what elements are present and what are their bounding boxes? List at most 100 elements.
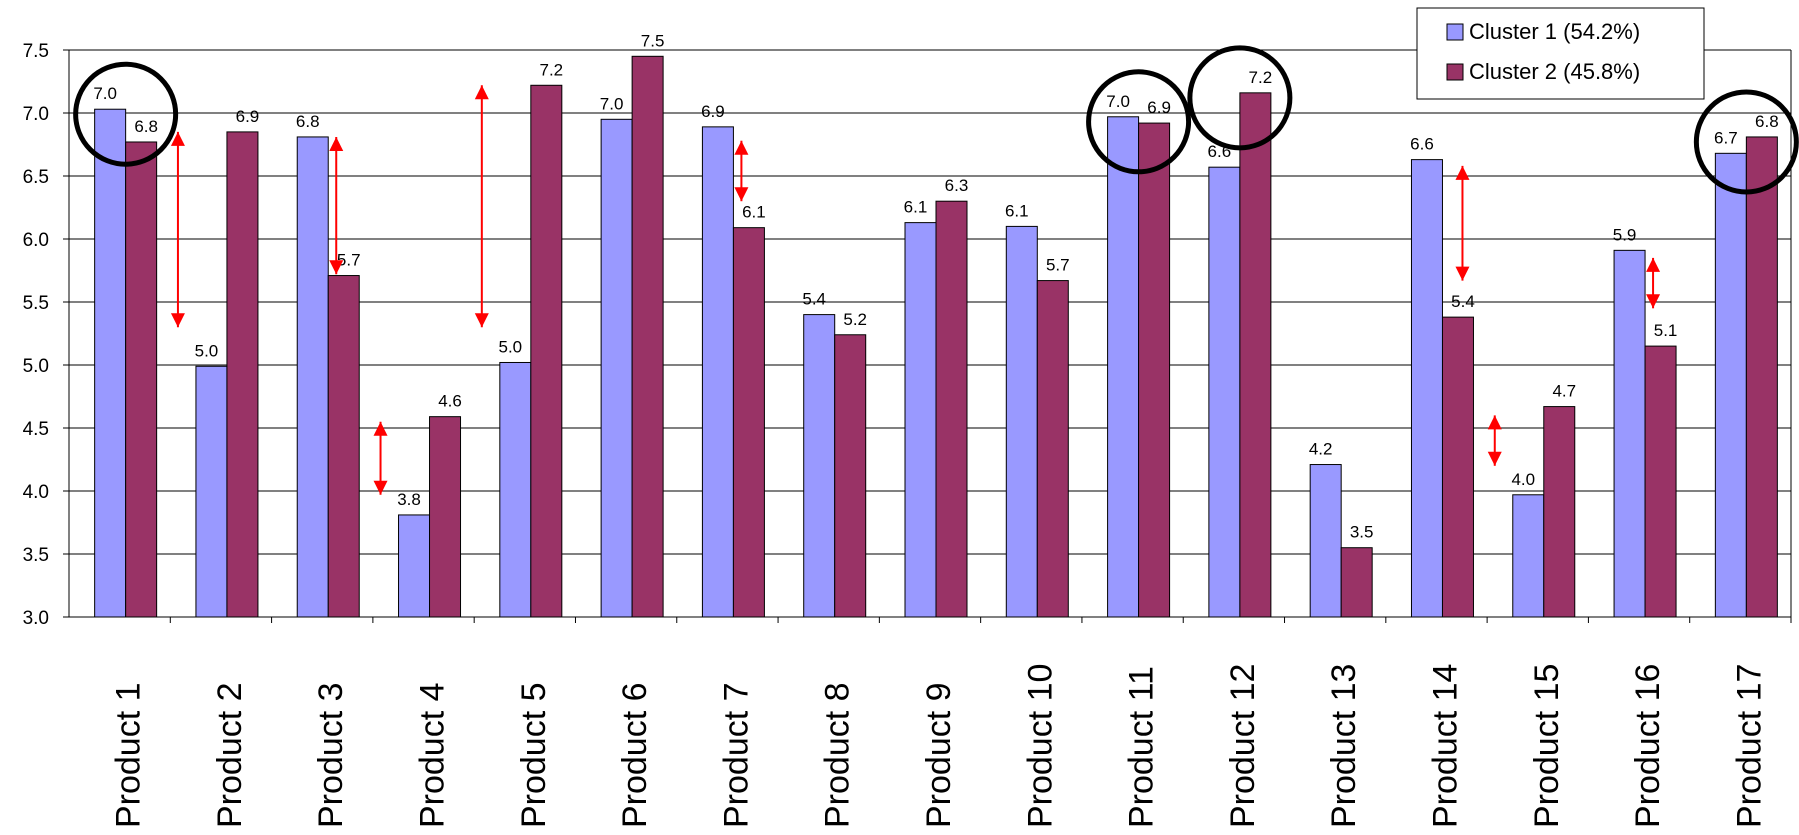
arrow-head-up (734, 140, 749, 155)
bar-cluster-2 (429, 416, 462, 618)
data-label: 5.4 (1451, 292, 1475, 311)
bar-cluster-2 (125, 141, 158, 618)
data-label: 4.7 (1552, 382, 1576, 401)
x-category-label: Product 6 (616, 682, 654, 828)
x-category-label: Product 3 (312, 682, 350, 828)
x-category-label: Product 1 (110, 682, 148, 828)
bar-cluster-2 (530, 84, 563, 618)
x-category-label: Product 10 (1021, 664, 1059, 828)
arrow-head-down (373, 480, 388, 495)
x-category-label: Product 9 (920, 682, 958, 828)
bar-cluster-2 (732, 227, 765, 618)
data-label: 6.8 (134, 117, 158, 136)
legend: Cluster 1 (54.2%) Cluster 2 (45.8%) (1416, 7, 1705, 100)
data-label: 4.0 (1511, 470, 1535, 489)
data-label: 7.2 (1249, 68, 1273, 87)
y-axis: 3.0 3.5 4.0 4.5 5.0 5.5 6.0 6.5 7.0 7.5 (23, 41, 1792, 629)
x-category-label: Product 14 (1426, 664, 1464, 828)
data-label: 7.0 (93, 84, 117, 103)
data-label: 5.0 (195, 341, 219, 360)
x-category-label: Product 8 (819, 682, 857, 828)
data-label: 3.5 (1350, 523, 1374, 542)
bar-cluster-1 (1613, 249, 1646, 618)
legend-entry: Cluster 1 (54.2%) (1469, 19, 1640, 44)
data-label: 6.9 (236, 107, 260, 126)
data-label: 6.3 (945, 176, 969, 195)
bar-cluster-2 (327, 275, 360, 618)
data-label: 6.8 (1755, 112, 1779, 131)
x-category-label: Product 15 (1528, 664, 1566, 828)
data-label: 7.5 (641, 31, 665, 50)
data-label: 6.9 (701, 102, 725, 121)
bar-cluster-1 (1714, 152, 1747, 618)
bar-cluster-1 (1309, 464, 1342, 618)
y-tick-label: 7.0 (23, 104, 49, 125)
legend-swatch (1446, 23, 1464, 41)
bar-cluster-2 (935, 200, 968, 618)
y-tick-label: 7.5 (23, 41, 49, 62)
arrow-head-down (1646, 294, 1661, 309)
data-label: 5.4 (802, 290, 826, 309)
data-label: 5.7 (337, 251, 361, 270)
arrow-head-up (329, 136, 344, 151)
bar-cluster-1 (1208, 166, 1241, 618)
x-axis: Product 1 Product 2 Product 3 Product 4 Prod… (69, 616, 1792, 828)
legend-box (1416, 7, 1705, 100)
data-label: 5.7 (1046, 256, 1070, 275)
arrow-head-up (1646, 257, 1661, 272)
data-label: 7.2 (540, 60, 564, 79)
arrow-head-down (1487, 451, 1502, 466)
legend-entry: Cluster 2 (45.8%) (1469, 59, 1640, 84)
arrow-head-up (1455, 165, 1470, 180)
data-label: 4.6 (438, 392, 462, 411)
bar-cluster-2 (226, 131, 259, 618)
data-labels: 7.0 6.8 5.0 6.9 6.8 5.7 3.8 4.6 5.0 7.2 7.0 7.5 6.9 6… (93, 31, 1778, 541)
highlight-circle (73, 61, 179, 167)
highlight-circle (1086, 69, 1192, 175)
bars (94, 55, 1778, 618)
bar-cluster-1 (803, 314, 836, 618)
y-tick-label: 3.0 (23, 608, 49, 629)
x-category-label: Product 16 (1629, 664, 1667, 828)
arrow-head-down (734, 187, 749, 202)
y-tick-label: 5.5 (23, 293, 49, 314)
data-label: 7.0 (1106, 92, 1130, 111)
bar-cluster-1 (1410, 159, 1443, 618)
bar-cluster-1 (1005, 225, 1038, 618)
annotations (73, 45, 1799, 495)
data-label: 5.0 (499, 337, 523, 356)
y-tick-label: 6.5 (23, 167, 49, 188)
bar-cluster-1 (904, 222, 937, 618)
data-label: 5.2 (843, 310, 867, 329)
arrow-head-down (170, 313, 185, 328)
data-label: 5.1 (1654, 321, 1678, 340)
bar-cluster-2 (1745, 136, 1778, 618)
data-label: 5.9 (1613, 225, 1637, 244)
bar-cluster-1 (195, 365, 228, 618)
data-label: 6.6 (1410, 135, 1434, 154)
x-category-label: Product 5 (515, 682, 553, 828)
data-label: 4.2 (1309, 440, 1333, 459)
bar-cluster-2 (1036, 280, 1069, 618)
data-label: 6.9 (1147, 98, 1171, 117)
data-label: 6.7 (1714, 128, 1738, 147)
bar-cluster-2 (1340, 547, 1373, 618)
data-label: 6.1 (742, 203, 766, 222)
bar-cluster-2 (1138, 122, 1171, 618)
bar-cluster-1 (398, 514, 431, 618)
data-label: 6.8 (296, 112, 320, 131)
x-category-label: Product 17 (1730, 664, 1768, 828)
y-tick-label: 6.0 (23, 230, 49, 251)
data-label: 7.0 (600, 94, 624, 113)
arrow-head-up (373, 421, 388, 436)
bar-cluster-1 (296, 136, 329, 618)
x-category-label: Product 12 (1224, 664, 1262, 828)
x-category-label: Product 13 (1325, 664, 1363, 828)
bar-cluster-2 (631, 55, 664, 618)
data-label: 6.1 (1005, 201, 1029, 220)
bar-cluster-1 (701, 126, 734, 618)
arrow-head-down (1455, 266, 1470, 281)
bar-cluster-1 (600, 118, 633, 618)
arrow-head-up (474, 85, 489, 100)
